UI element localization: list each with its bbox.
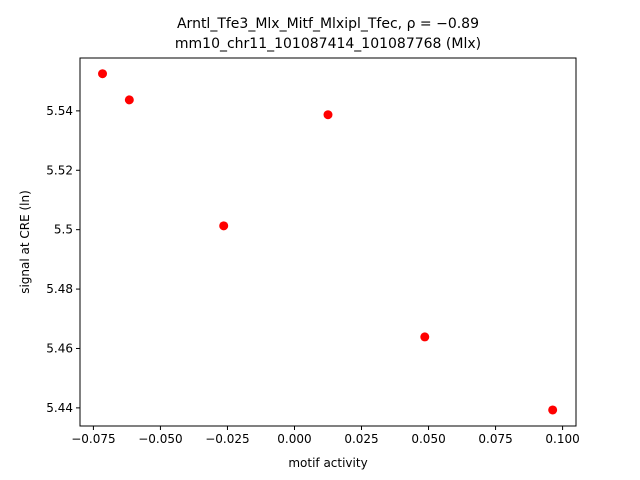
point <box>420 332 430 342</box>
x-tick-label: 0.050 <box>411 432 445 446</box>
y-tick-label: 5.54 <box>46 104 73 118</box>
chart-subtitle: mm10_chr11_101087414_101087768 (Mlx) <box>175 36 481 52</box>
chart-title: Arntl_Tfe3_Mlx_Mitf_Mlxipl_Tfec, ρ = −0.… <box>177 16 479 32</box>
x-axis-label: motif activity <box>288 456 367 470</box>
y-tick-label: 5.48 <box>46 282 73 296</box>
point <box>323 110 333 120</box>
y-axis-label: signal at CRE (ln) <box>18 190 32 294</box>
point <box>219 221 229 231</box>
x-tick-label: 0.000 <box>277 432 311 446</box>
y-tick-label: 5.44 <box>46 401 73 415</box>
point <box>548 405 558 415</box>
x-tick-label: −0.075 <box>71 432 115 446</box>
y-tick-label: 5.5 <box>54 223 73 237</box>
x-tick-label: 0.075 <box>478 432 512 446</box>
plot-frame <box>79 57 577 427</box>
point <box>124 95 134 105</box>
x-tick-label: −0.050 <box>138 432 182 446</box>
y-tick-label: 5.52 <box>46 163 73 177</box>
x-tick-label: −0.025 <box>205 432 249 446</box>
x-tick-label: 0.025 <box>344 432 378 446</box>
x-tick-label: 0.100 <box>545 432 579 446</box>
y-tick-label: 5.46 <box>46 341 73 355</box>
point <box>98 69 108 79</box>
